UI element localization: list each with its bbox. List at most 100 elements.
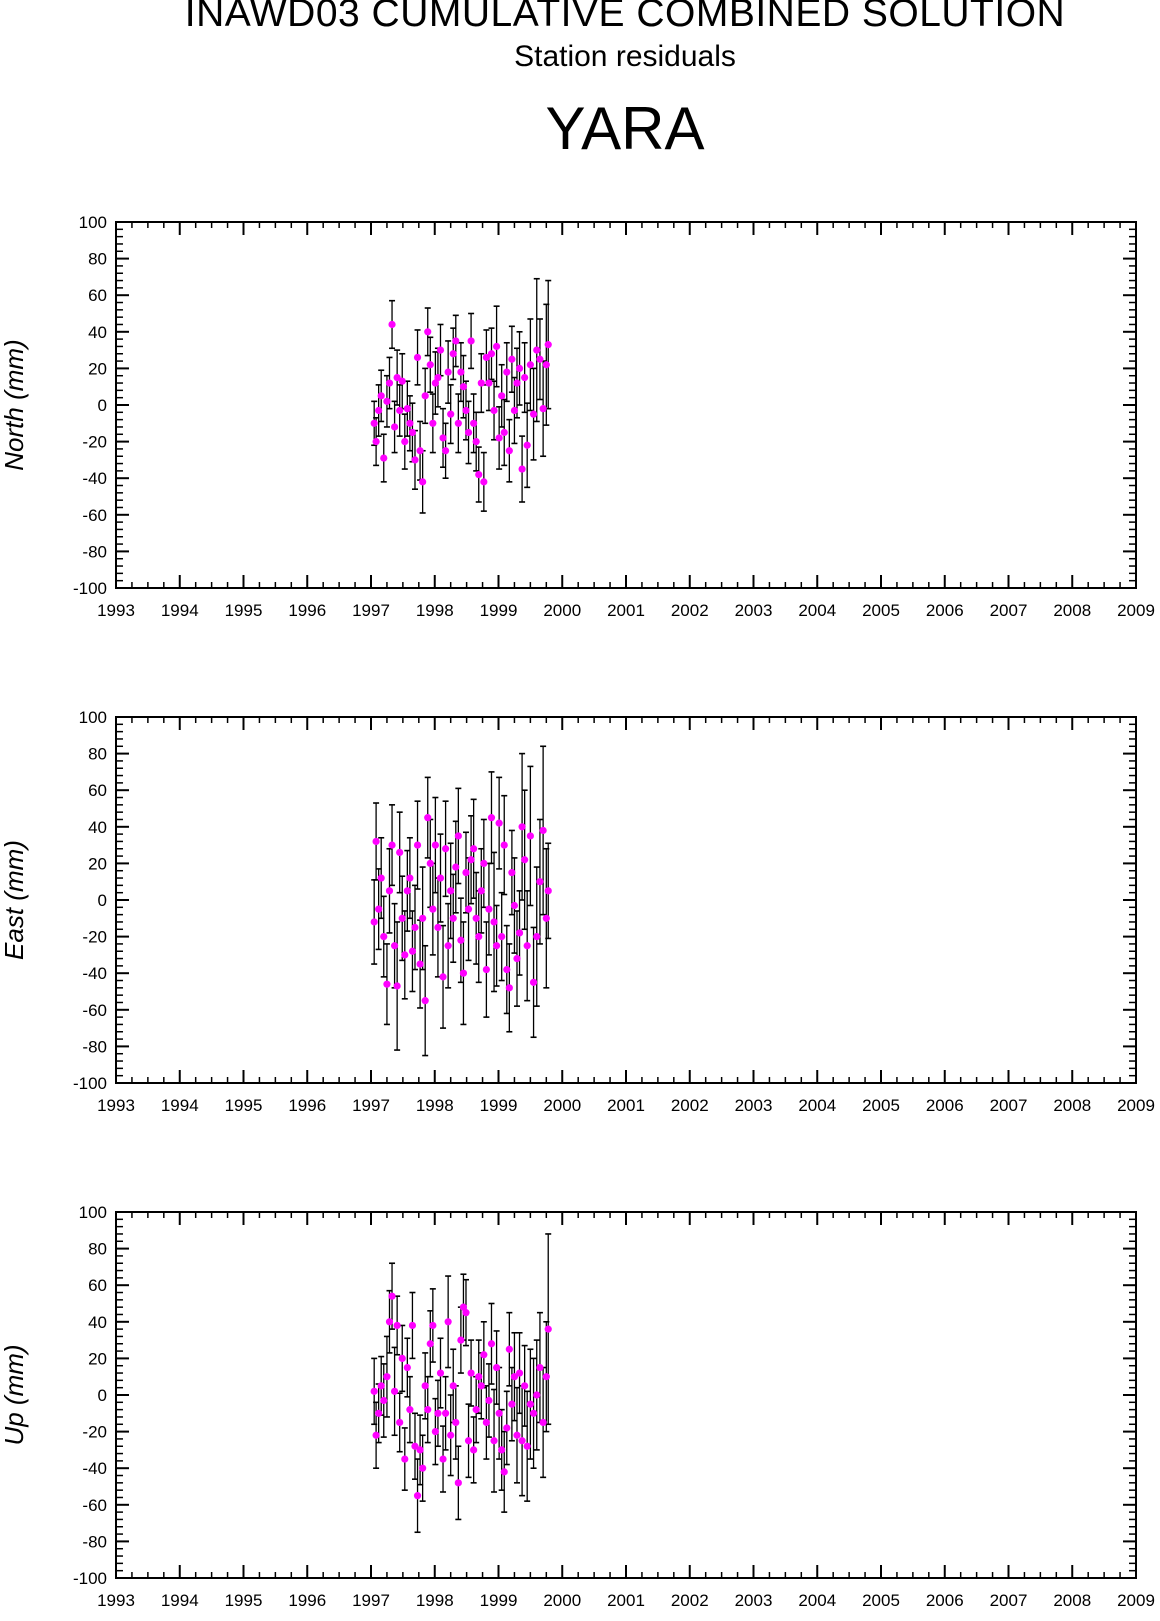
data-point [372, 837, 380, 846]
x-tick-label: 2007 [990, 1096, 1028, 1115]
data-point [426, 859, 434, 868]
y-tick-label: 0 [98, 891, 107, 910]
data-point [464, 428, 473, 437]
x-tick-label: 1998 [416, 601, 454, 620]
data-point [383, 980, 391, 988]
y-tick-label: 60 [88, 1276, 107, 1295]
x-tick-label: 1998 [416, 1591, 454, 1610]
data-point [413, 1492, 422, 1500]
data-point [411, 1442, 419, 1450]
data-point [424, 814, 432, 822]
data-point [515, 364, 524, 372]
data-point [406, 874, 414, 882]
data-point [490, 918, 498, 926]
data-point [490, 1437, 498, 1445]
data-point [523, 942, 531, 950]
data-point [475, 470, 483, 479]
data-point [377, 392, 385, 400]
plot-frame [115, 1211, 1137, 1579]
data-point [518, 465, 526, 473]
x-tick-label: 2008 [1053, 1096, 1091, 1115]
data-point [472, 438, 480, 446]
data-point [449, 1382, 457, 1390]
data-point [385, 1318, 394, 1326]
data-point [539, 826, 547, 835]
y-tick-label: 100 [79, 1203, 107, 1222]
data-point [475, 933, 483, 941]
data-point [431, 841, 439, 849]
data-point [396, 1418, 404, 1427]
chart-up: 1993 1994 1995 1996 1997 1998 1999 2000 2001 2002… [0, 1203, 1155, 1610]
data-point [490, 406, 498, 415]
data-point [464, 1437, 473, 1445]
y-tick-label: -40 [82, 469, 107, 488]
data-point [487, 814, 496, 822]
data-point [467, 337, 475, 345]
data-point [495, 434, 503, 442]
data-point [521, 373, 529, 382]
data-point [380, 1396, 388, 1405]
x-tick-label: 1998 [416, 1096, 454, 1115]
data-point [457, 1336, 465, 1344]
x-tick-label: 1997 [352, 1591, 390, 1610]
data-point [390, 423, 399, 431]
data-point [370, 918, 378, 926]
data-point [383, 1373, 391, 1381]
data-point [482, 353, 490, 362]
data-point [403, 1363, 411, 1372]
data-point [419, 914, 427, 922]
data-point [416, 960, 424, 968]
x-tick-label: 2001 [607, 601, 645, 620]
x-tick-label: 2008 [1053, 1591, 1091, 1610]
x-tick-label: 2007 [990, 601, 1028, 620]
data-point [426, 361, 434, 369]
data-point [529, 978, 538, 986]
x-tick-label: 1997 [352, 1096, 390, 1115]
x-tick-label: 1999 [480, 1591, 518, 1610]
x-tick-label: 1995 [225, 601, 263, 620]
data-point [505, 447, 513, 455]
data-point [482, 965, 490, 974]
data-point [403, 405, 411, 413]
data-point [388, 1292, 396, 1300]
data-point [539, 1418, 547, 1427]
data-point [413, 841, 422, 849]
data-point [467, 1369, 475, 1377]
data-point [454, 832, 462, 840]
data-point [408, 1321, 417, 1330]
data-point [542, 1373, 550, 1381]
data-point [508, 1400, 516, 1408]
data-point [380, 454, 388, 462]
data-point [470, 845, 478, 853]
data-point [500, 841, 508, 849]
data-point [398, 377, 406, 385]
data-point [434, 1409, 442, 1417]
y-tick-label: -80 [82, 1532, 107, 1551]
x-tick-label: 2003 [735, 601, 773, 620]
x-tick-label: 2009 [1117, 601, 1155, 620]
x-tick-label: 1993 [97, 1096, 135, 1115]
data-point [411, 456, 419, 464]
data-point [477, 379, 485, 387]
x-tick-label: 2001 [607, 1591, 645, 1610]
data-point [477, 1382, 485, 1390]
data-point [436, 346, 445, 354]
data-point [436, 1369, 445, 1377]
x-tick-label: 1993 [97, 601, 135, 620]
x-tick-label: 1994 [161, 1096, 199, 1115]
data-point [518, 1437, 526, 1445]
data-point [424, 328, 432, 336]
x-tick-label: 2008 [1053, 601, 1091, 620]
subtitle: Station residuals [514, 40, 736, 73]
data-point [424, 1406, 432, 1414]
data-point [533, 933, 541, 941]
data-point [377, 874, 385, 882]
data-point [526, 1400, 534, 1408]
x-tick-label: 1999 [480, 1096, 518, 1115]
data-point [393, 982, 401, 990]
x-tick-label: 2009 [1117, 1591, 1155, 1610]
data-point [388, 320, 396, 329]
data-point [388, 841, 396, 849]
data-point [462, 1309, 470, 1317]
x-tick-label: 1996 [288, 601, 326, 620]
